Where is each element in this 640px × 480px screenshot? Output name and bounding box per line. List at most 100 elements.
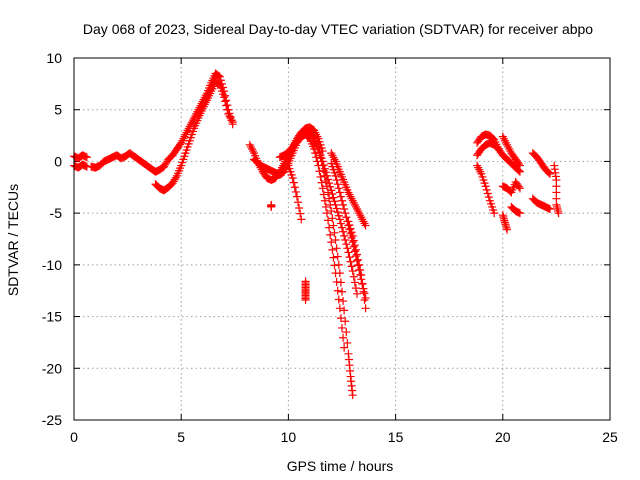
data-point <box>554 209 563 218</box>
data-point <box>360 289 369 298</box>
data-point <box>359 287 368 296</box>
data-point <box>345 221 354 230</box>
y-tick-label: -5 <box>50 205 63 221</box>
series-arc-12 <box>344 217 370 313</box>
data-point <box>336 278 345 287</box>
series-arc-16 <box>473 138 524 176</box>
series-arc-21 <box>507 202 524 218</box>
data-point <box>331 171 340 180</box>
data-point <box>334 184 343 193</box>
data-point <box>339 200 348 209</box>
data-point <box>343 338 352 347</box>
series-arc-23 <box>528 194 554 214</box>
data-point <box>329 253 338 262</box>
series-arc-19 <box>498 211 512 234</box>
data-point <box>515 209 524 218</box>
data-point <box>333 208 342 217</box>
plot-frame <box>73 57 611 421</box>
grid-lines <box>74 58 610 420</box>
data-point <box>214 71 223 80</box>
data-point <box>342 213 351 222</box>
series-arc-18 <box>498 132 524 170</box>
data-point <box>346 224 355 233</box>
data-point <box>514 160 523 169</box>
data-point <box>361 304 370 313</box>
y-tick-label: -20 <box>42 360 62 376</box>
data-point <box>515 161 524 170</box>
data-point <box>340 205 349 214</box>
data-point <box>320 196 329 205</box>
x-tick-label: 5 <box>177 429 185 445</box>
data-point <box>339 333 348 342</box>
y-tick-label: 10 <box>46 50 62 66</box>
x-tick-label: 25 <box>602 429 618 445</box>
series-arc-14 <box>301 277 310 305</box>
data-point <box>482 185 491 194</box>
data-point <box>340 306 349 315</box>
data-point <box>325 194 334 203</box>
data-point <box>490 209 499 218</box>
data-point <box>223 105 232 114</box>
data-point <box>291 187 300 196</box>
data-point <box>346 257 355 266</box>
data-point <box>335 215 344 224</box>
data-point <box>344 217 353 226</box>
data-point <box>329 221 338 230</box>
data-point <box>322 171 331 180</box>
y-axis-label: SDTVAR / TECUs <box>5 184 21 296</box>
data-point <box>481 182 490 191</box>
data-point <box>330 197 339 206</box>
data-point <box>348 391 357 400</box>
data-point <box>339 227 348 236</box>
data-point <box>358 279 367 288</box>
data-point <box>295 203 304 212</box>
data-point <box>332 176 341 185</box>
data-point <box>341 209 350 218</box>
data-point <box>336 219 345 228</box>
data-point <box>228 118 237 127</box>
data-point <box>514 166 523 175</box>
axis-ticks: 0 5 10 15 20 25 10 5 0 -5 -10 -15 -20 -25 <box>42 50 618 445</box>
x-tick-label: 15 <box>388 429 404 445</box>
data-point <box>361 221 370 230</box>
data-point <box>222 101 231 110</box>
chart-title: Day 068 of 2023, Sidereal Day-to-day VTE… <box>83 21 593 37</box>
data-point <box>327 207 336 216</box>
y-tick-label: 0 <box>54 153 62 169</box>
data-point <box>342 328 351 337</box>
data-point <box>325 179 334 188</box>
series-arc-13 <box>267 200 276 211</box>
data-point <box>341 317 350 326</box>
data-point <box>353 250 362 259</box>
data-point <box>292 192 301 201</box>
data-point <box>338 196 346 205</box>
data-point <box>353 289 362 298</box>
data-point <box>355 260 364 269</box>
data-point <box>296 209 305 218</box>
series-arc-22 <box>528 149 554 178</box>
series-arc-20 <box>498 178 524 197</box>
data-point <box>297 215 306 224</box>
series-arc-24 <box>550 161 563 218</box>
data-point <box>338 223 346 232</box>
data-point <box>324 175 333 184</box>
data-point <box>332 204 341 213</box>
data-point <box>326 230 335 239</box>
data-point <box>335 304 344 313</box>
data-point <box>267 202 276 211</box>
data-point <box>351 284 360 293</box>
data-point <box>328 214 337 223</box>
y-tick-label: -25 <box>42 412 62 428</box>
data-point <box>350 241 359 250</box>
data-point <box>333 180 342 189</box>
y-tick-label: 5 <box>54 102 62 118</box>
data-point <box>324 216 333 225</box>
data-point <box>335 269 344 278</box>
data-point <box>325 223 334 232</box>
data-point <box>215 72 224 81</box>
data-point <box>171 173 180 182</box>
data-point <box>340 231 349 240</box>
data-point <box>301 296 310 305</box>
data-point <box>327 238 336 247</box>
data-point <box>341 236 350 245</box>
